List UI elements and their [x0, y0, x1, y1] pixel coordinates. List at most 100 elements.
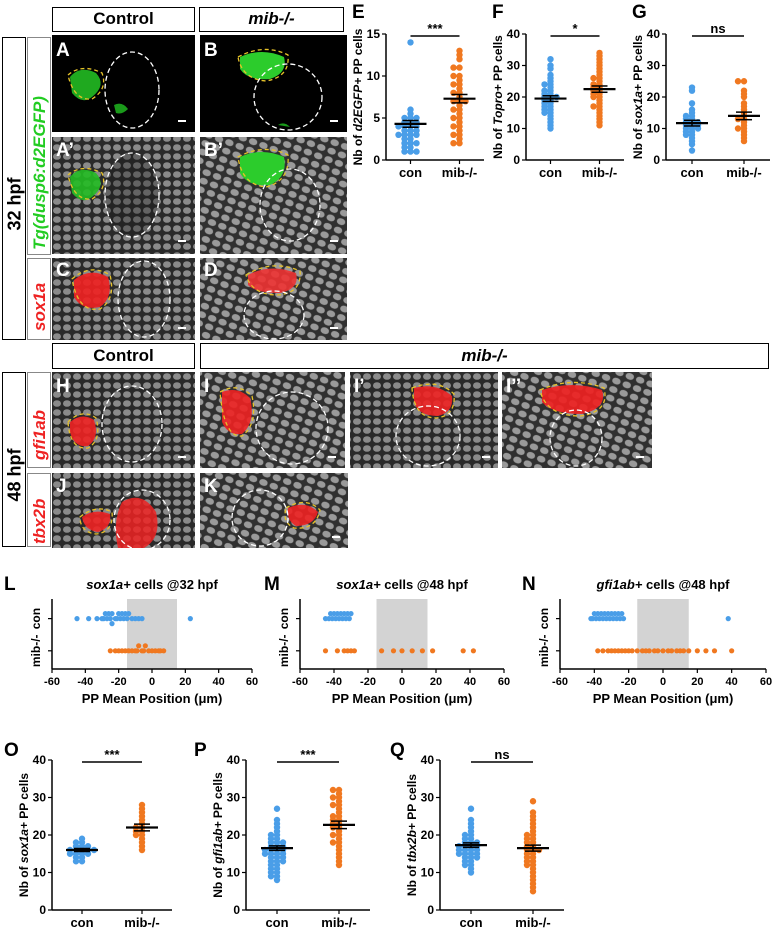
x-tick-label: 20	[179, 676, 191, 688]
panel-letter-I: I	[204, 376, 210, 397]
significance-label: ns	[710, 21, 725, 36]
header-mib-top: mib-/-	[199, 7, 344, 32]
chart-title: gfi1ab+ cells @48 hpf	[596, 577, 731, 592]
data-point	[694, 125, 702, 132]
panel-I-prime	[350, 372, 498, 468]
significance-label: *	[572, 21, 578, 36]
x-tick-label: con	[539, 165, 562, 180]
panel-letter-C: C	[56, 260, 70, 281]
panel-letter-I-prime: I’	[354, 376, 365, 397]
data-point	[634, 648, 640, 654]
x-tick-label: 0	[660, 676, 666, 688]
data-point	[450, 131, 457, 138]
data-point	[134, 648, 140, 654]
microscopy-bottom-grid	[52, 372, 652, 548]
data-point	[688, 100, 696, 107]
data-point	[688, 141, 696, 148]
data-point	[413, 140, 420, 147]
panel-letter-I-double-prime: I’’	[506, 376, 522, 397]
panel-letter-L: L	[4, 574, 16, 595]
data-point	[456, 64, 463, 71]
y-tick-label: 10	[367, 69, 381, 83]
shaded-region	[127, 599, 177, 669]
panel-A	[52, 35, 195, 132]
row-label: con	[277, 608, 291, 629]
data-point	[413, 148, 420, 155]
data-point	[78, 858, 86, 865]
data-point	[703, 648, 709, 654]
y-axis-label: Nb of Topro+ PP cells	[492, 35, 505, 159]
data-point	[668, 648, 675, 654]
data-point	[619, 611, 625, 617]
data-point	[450, 106, 457, 113]
data-point	[541, 109, 548, 116]
x-tick-label: -40	[586, 676, 602, 688]
y-tick-label: 5	[373, 111, 380, 125]
row-label-gfi1ab-text: gfi1ab	[30, 409, 49, 460]
data-point	[734, 125, 742, 132]
data-point	[109, 621, 115, 627]
data-point	[409, 648, 415, 654]
data-point	[547, 56, 554, 63]
row-label: con	[537, 608, 551, 629]
data-point	[694, 648, 700, 654]
x-tick-label: -60	[552, 676, 568, 688]
data-point	[419, 648, 425, 654]
panel-letter-M: M	[264, 574, 280, 595]
data-point	[346, 616, 352, 622]
data-point	[136, 643, 142, 649]
y-tick-label: 15	[367, 27, 381, 41]
panel-letter-Q: Q	[390, 740, 405, 761]
data-point	[273, 876, 281, 884]
x-tick-label: -20	[111, 676, 127, 688]
data-point	[547, 125, 554, 132]
row-label-dusp6: Tg(dusp6:d2EGFP)	[27, 37, 51, 255]
x-tick-label: 20	[430, 676, 442, 688]
x-tick-label: -60	[44, 676, 60, 688]
y-axis-label: Nb of d2EGFP+ PP cells	[352, 28, 365, 165]
y-tick-label: 20	[421, 828, 435, 842]
panel-letter-K: K	[204, 476, 218, 497]
y-tick-label: 20	[227, 828, 241, 842]
significance-label: ns	[494, 747, 509, 762]
data-point	[620, 616, 627, 622]
data-point	[407, 39, 414, 46]
data-point	[596, 122, 603, 129]
panel-I	[200, 372, 345, 468]
y-axis-label: Nb of gfi1ab+ PP cells	[211, 772, 225, 898]
y-tick-label: 30	[647, 59, 661, 73]
y-tick-label: 20	[647, 90, 661, 104]
data-point	[94, 616, 100, 622]
y-tick-label: 30	[33, 791, 47, 805]
data-point	[273, 805, 281, 812]
data-point	[467, 805, 475, 812]
data-point	[390, 648, 397, 654]
row-label: mib-/-	[537, 634, 551, 667]
header-label: mib-/-	[461, 346, 508, 365]
panel-I-double-prime	[502, 372, 652, 468]
x-axis-label: PP Mean Position (μm)	[82, 691, 223, 706]
panel-letter-F: F	[492, 2, 504, 23]
panel-A-prime	[52, 137, 195, 254]
data-point	[470, 648, 476, 654]
y-tick-label: 10	[507, 122, 521, 136]
x-tick-label: -40	[77, 676, 93, 688]
chart-N: gfi1ab+ cells @48 hpf -60 -40 -20 0 20 40 60 PP …	[537, 577, 772, 706]
data-point	[729, 648, 735, 654]
panel-J	[52, 473, 195, 548]
x-tick-label: con	[399, 165, 422, 180]
x-tick-label: con	[680, 165, 703, 180]
x-tick-label: 20	[691, 676, 703, 688]
data-point	[529, 798, 537, 805]
panel-letter-E: E	[352, 2, 365, 23]
chart-M: sox1a+ cells @48 hpf -60 -40 -20 0 20 40 60 PP M…	[277, 577, 510, 706]
data-point	[450, 140, 457, 147]
data-point	[523, 861, 531, 869]
y-tick-label: 10	[227, 866, 241, 880]
y-axis-label: Nb of sox1a+ PP cells	[17, 773, 31, 898]
data-point	[399, 648, 405, 654]
panel-letter-B-prime: B’	[204, 140, 223, 161]
row-label-gfi1ab: gfi1ab	[27, 372, 51, 468]
data-point	[467, 869, 475, 876]
